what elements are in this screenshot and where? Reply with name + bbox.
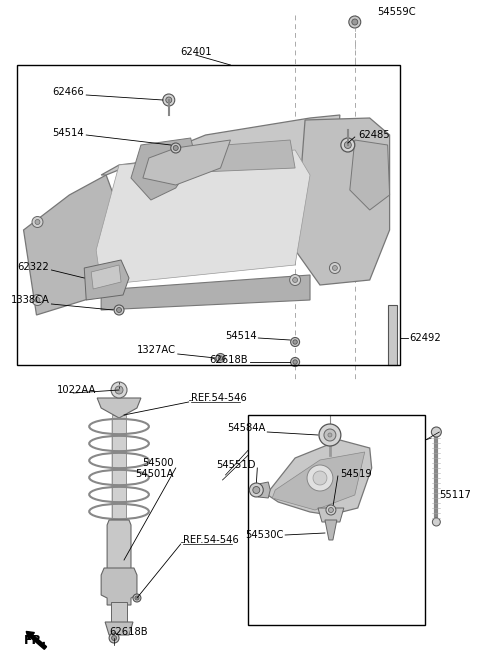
Polygon shape	[350, 140, 390, 210]
Circle shape	[109, 633, 119, 643]
Circle shape	[319, 424, 341, 446]
Circle shape	[115, 386, 123, 394]
Polygon shape	[101, 115, 340, 175]
Text: 55117: 55117	[439, 490, 471, 500]
Circle shape	[432, 427, 441, 437]
Circle shape	[166, 97, 172, 103]
Text: 54551D: 54551D	[216, 460, 255, 470]
Text: REF.54-546: REF.54-546	[191, 393, 246, 403]
Text: 1022AA: 1022AA	[56, 385, 96, 395]
Polygon shape	[325, 520, 337, 540]
Bar	[248, 415, 425, 625]
Circle shape	[432, 518, 440, 526]
Polygon shape	[91, 265, 121, 289]
Text: 54559C: 54559C	[378, 7, 416, 17]
FancyArrow shape	[26, 631, 47, 649]
Circle shape	[35, 219, 40, 225]
Circle shape	[216, 353, 225, 363]
Circle shape	[349, 16, 361, 28]
Circle shape	[111, 382, 127, 398]
Polygon shape	[97, 398, 141, 418]
Text: 62322: 62322	[18, 262, 49, 272]
Polygon shape	[112, 415, 126, 530]
Circle shape	[293, 277, 298, 283]
Polygon shape	[388, 305, 396, 365]
Polygon shape	[101, 568, 137, 605]
Circle shape	[290, 338, 300, 346]
Polygon shape	[24, 175, 119, 315]
Polygon shape	[101, 275, 310, 310]
Text: REF.54-546: REF.54-546	[183, 535, 239, 545]
Text: 54519: 54519	[340, 469, 372, 479]
Circle shape	[307, 465, 333, 491]
Circle shape	[32, 294, 43, 306]
Polygon shape	[318, 508, 344, 522]
Polygon shape	[272, 452, 365, 510]
Text: 62466: 62466	[52, 87, 84, 97]
Circle shape	[344, 141, 351, 148]
Circle shape	[114, 305, 124, 315]
Polygon shape	[256, 482, 270, 498]
Circle shape	[133, 594, 141, 602]
Polygon shape	[107, 520, 131, 570]
Circle shape	[117, 307, 121, 313]
Circle shape	[32, 217, 43, 227]
Polygon shape	[263, 440, 372, 515]
Text: 62618B: 62618B	[110, 627, 148, 637]
Text: 1327AC: 1327AC	[137, 345, 176, 355]
Circle shape	[218, 356, 223, 360]
Circle shape	[352, 19, 358, 25]
Text: 1338CA: 1338CA	[11, 295, 49, 305]
Text: 62492: 62492	[409, 333, 441, 343]
Circle shape	[290, 357, 300, 367]
Polygon shape	[143, 140, 230, 185]
Circle shape	[253, 486, 260, 493]
Text: 54500: 54500	[142, 458, 174, 468]
Circle shape	[163, 94, 175, 106]
Polygon shape	[295, 118, 390, 285]
Polygon shape	[84, 260, 129, 300]
Polygon shape	[111, 602, 127, 625]
Text: 54501A: 54501A	[135, 469, 174, 479]
Text: 54530C: 54530C	[245, 530, 283, 540]
Polygon shape	[111, 418, 127, 520]
Circle shape	[35, 298, 40, 302]
Circle shape	[328, 507, 334, 512]
Circle shape	[341, 138, 355, 152]
Text: 62618B: 62618B	[210, 355, 248, 365]
Circle shape	[293, 340, 297, 344]
Text: 62485: 62485	[358, 130, 389, 140]
Text: 54584A: 54584A	[227, 423, 265, 433]
Text: 62401: 62401	[180, 47, 212, 57]
Circle shape	[324, 429, 336, 441]
Text: FR.: FR.	[24, 633, 47, 646]
Circle shape	[171, 143, 180, 153]
Polygon shape	[96, 150, 310, 285]
Circle shape	[249, 483, 263, 497]
Circle shape	[289, 275, 300, 286]
Polygon shape	[105, 622, 133, 635]
Circle shape	[135, 596, 139, 600]
Circle shape	[326, 505, 336, 515]
Circle shape	[173, 145, 178, 150]
Circle shape	[111, 635, 117, 641]
Circle shape	[329, 263, 340, 273]
Polygon shape	[186, 140, 295, 172]
Circle shape	[313, 471, 327, 485]
Text: 54514: 54514	[225, 331, 256, 341]
Circle shape	[328, 433, 332, 437]
Bar	[17, 65, 399, 365]
Circle shape	[333, 265, 337, 271]
Text: 54514: 54514	[53, 128, 84, 138]
Circle shape	[293, 360, 297, 364]
Polygon shape	[131, 138, 196, 200]
